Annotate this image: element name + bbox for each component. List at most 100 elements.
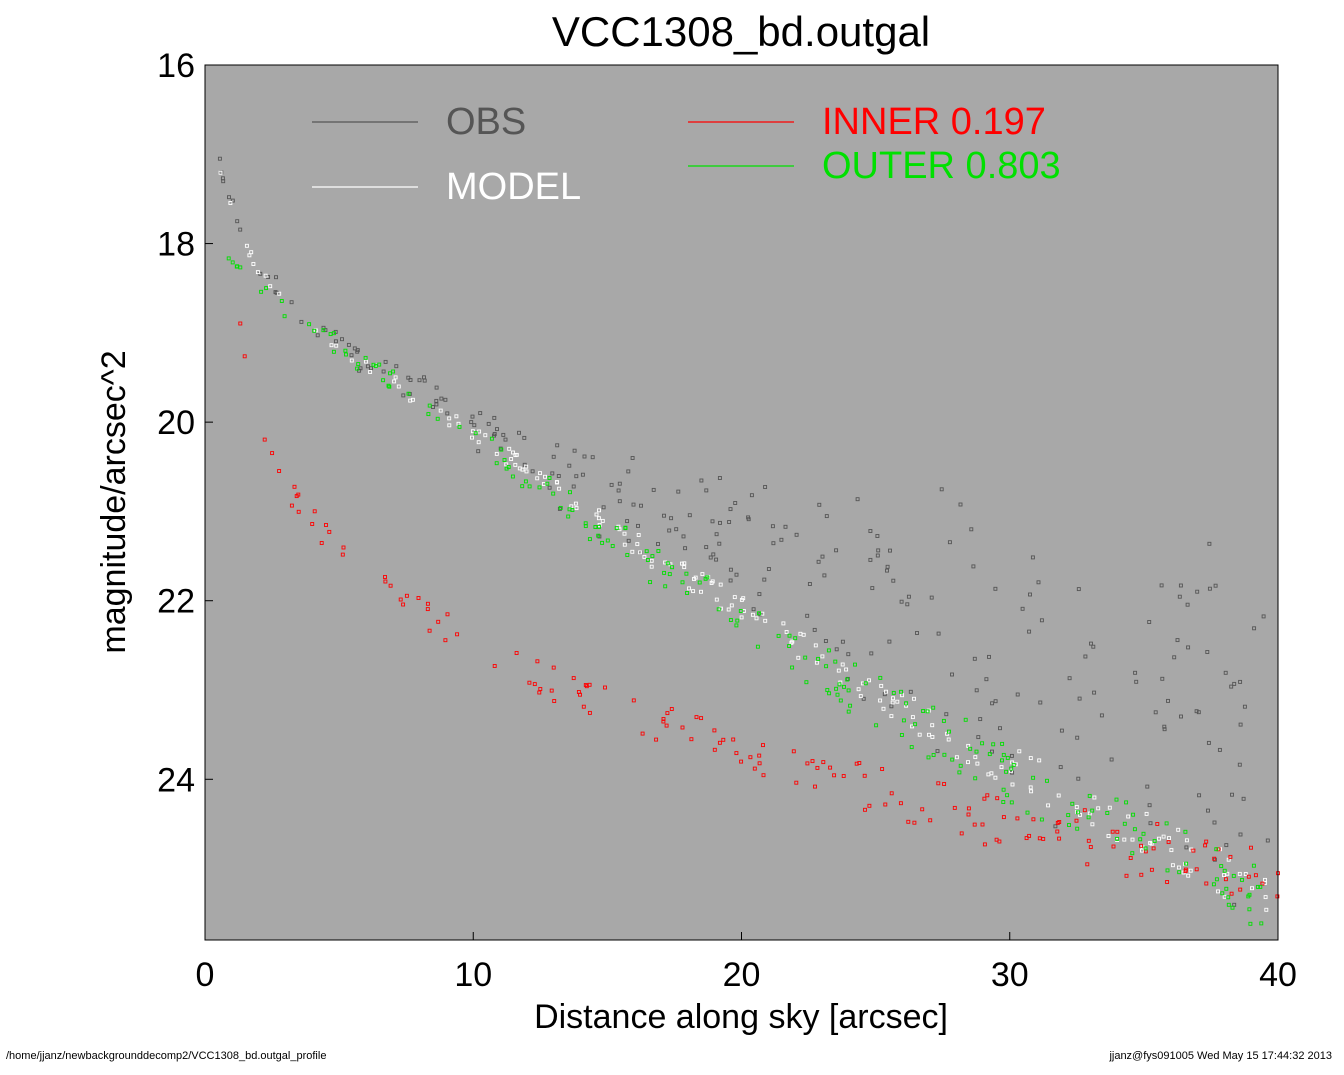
data-point xyxy=(483,433,488,438)
data-point xyxy=(1046,803,1051,808)
data-point xyxy=(504,462,509,467)
data-point xyxy=(469,420,474,425)
data-point xyxy=(832,773,837,778)
data-point xyxy=(625,553,630,557)
data-point xyxy=(714,557,719,562)
data-point xyxy=(356,362,361,367)
data-point xyxy=(813,784,817,789)
data-point xyxy=(828,765,833,770)
data-point xyxy=(1226,902,1231,907)
data-point xyxy=(1155,822,1160,826)
data-point xyxy=(537,690,542,695)
data-point xyxy=(532,682,537,687)
data-point xyxy=(1138,837,1143,842)
data-point xyxy=(1228,854,1233,859)
data-point xyxy=(571,484,576,489)
data-point xyxy=(966,743,971,748)
data-point xyxy=(973,755,978,760)
data-point xyxy=(547,485,552,490)
data-point xyxy=(980,741,985,746)
data-point xyxy=(986,772,991,777)
data-point xyxy=(812,627,817,632)
data-point xyxy=(821,760,826,765)
data-point xyxy=(984,677,989,682)
x-tick-label: 0 xyxy=(196,956,215,994)
data-point xyxy=(1092,690,1097,695)
data-point xyxy=(623,526,628,531)
data-point xyxy=(594,512,599,517)
data-point xyxy=(524,469,529,474)
data-point xyxy=(1145,784,1150,789)
data-point xyxy=(880,767,885,771)
axes: 0 10 20 30 40 16 18 20 22 24 xyxy=(157,47,1297,994)
data-point xyxy=(1074,818,1079,823)
data-point xyxy=(447,423,452,428)
plot-area xyxy=(205,65,1278,940)
data-point xyxy=(824,514,829,519)
data-point xyxy=(857,761,862,765)
data-point xyxy=(708,555,713,560)
data-point xyxy=(734,572,739,577)
data-point xyxy=(974,749,979,754)
data-point xyxy=(1036,580,1041,585)
data-point xyxy=(445,411,450,416)
data-point xyxy=(935,749,940,754)
data-point xyxy=(867,678,871,683)
data-point xyxy=(422,378,427,383)
data-point xyxy=(1086,838,1091,843)
data-point xyxy=(1242,704,1247,709)
data-point xyxy=(470,414,475,419)
data-point xyxy=(954,755,959,760)
data-point xyxy=(971,564,976,569)
data-point xyxy=(1122,821,1127,826)
data-point xyxy=(1206,740,1211,745)
data-point xyxy=(930,735,935,739)
data-point xyxy=(1148,821,1153,826)
x-tick-label: 40 xyxy=(1259,956,1297,994)
data-point xyxy=(1170,863,1175,868)
data-point xyxy=(1010,782,1015,787)
data-point xyxy=(355,348,360,353)
data-point xyxy=(1139,843,1143,848)
data-point xyxy=(346,342,351,347)
data-point xyxy=(1009,753,1014,758)
data-point xyxy=(638,550,642,555)
data-point xyxy=(1096,806,1101,811)
data-point xyxy=(551,491,556,496)
data-point xyxy=(779,537,784,542)
data-point xyxy=(734,623,739,628)
data-point xyxy=(1011,762,1016,767)
data-point xyxy=(674,527,679,532)
data-point xyxy=(556,474,561,478)
data-point xyxy=(906,819,911,824)
data-point xyxy=(387,384,392,389)
data-point xyxy=(610,544,615,548)
data-point xyxy=(781,621,786,626)
data-point xyxy=(836,668,841,673)
data-point xyxy=(1105,811,1110,815)
data-point xyxy=(1207,541,1212,546)
data-point xyxy=(230,198,235,203)
data-point xyxy=(1090,808,1095,813)
data-point xyxy=(636,533,641,537)
data-point xyxy=(721,737,726,742)
data-point xyxy=(728,618,733,622)
data-point xyxy=(363,355,368,360)
data-point xyxy=(1077,696,1082,701)
data-point xyxy=(457,424,462,429)
data-point xyxy=(1230,792,1234,797)
data-point xyxy=(941,718,946,723)
data-point xyxy=(552,699,557,703)
data-point xyxy=(991,742,996,747)
data-point xyxy=(833,659,838,664)
data-point xyxy=(557,506,562,511)
data-point xyxy=(1165,868,1170,873)
data-point xyxy=(622,542,627,547)
data-point xyxy=(1184,838,1189,843)
data-point xyxy=(891,690,896,695)
data-point xyxy=(714,597,719,602)
data-point xyxy=(990,749,994,754)
data-point xyxy=(1255,884,1260,889)
data-point xyxy=(1057,836,1062,841)
data-point xyxy=(958,763,963,768)
